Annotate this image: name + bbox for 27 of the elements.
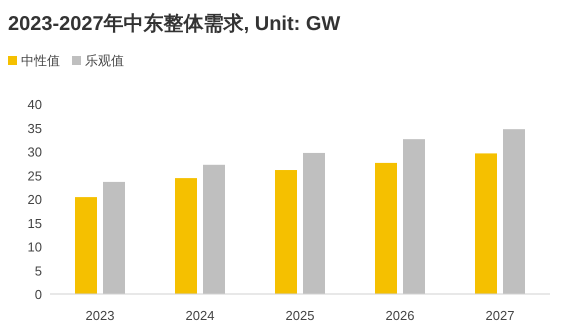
y-tick-label: 10 [28,240,42,254]
bar [303,152,325,294]
bar [275,170,297,294]
bar [503,129,525,294]
bar [375,162,397,294]
y-tick-label: 35 [28,120,42,136]
x-tick-label: 2027 [486,308,514,323]
bar [203,164,225,294]
legend-label: 中性值 [21,53,60,68]
x-tick-label: 2023 [86,308,114,323]
x-tick-label: 2026 [386,308,414,323]
bar [175,178,197,294]
y-tick-label: 25 [28,168,42,184]
legend-label: 乐观值 [85,53,124,68]
y-tick-label: 0 [34,287,42,302]
y-tick-label: 15 [28,216,42,231]
y-tick-label: 30 [28,144,42,160]
bar [403,139,425,294]
bar [103,182,125,294]
x-tick-label: 2025 [286,308,314,323]
y-tick-label: 40 [28,97,42,112]
bar [475,153,497,294]
y-tick-label: 5 [34,263,42,278]
bar [75,197,97,294]
y-tick-label: 20 [28,192,42,207]
x-tick-label: 2024 [186,308,214,323]
chart-title: 2023-2027年中东整体需求, Unit: GW [8,12,340,35]
